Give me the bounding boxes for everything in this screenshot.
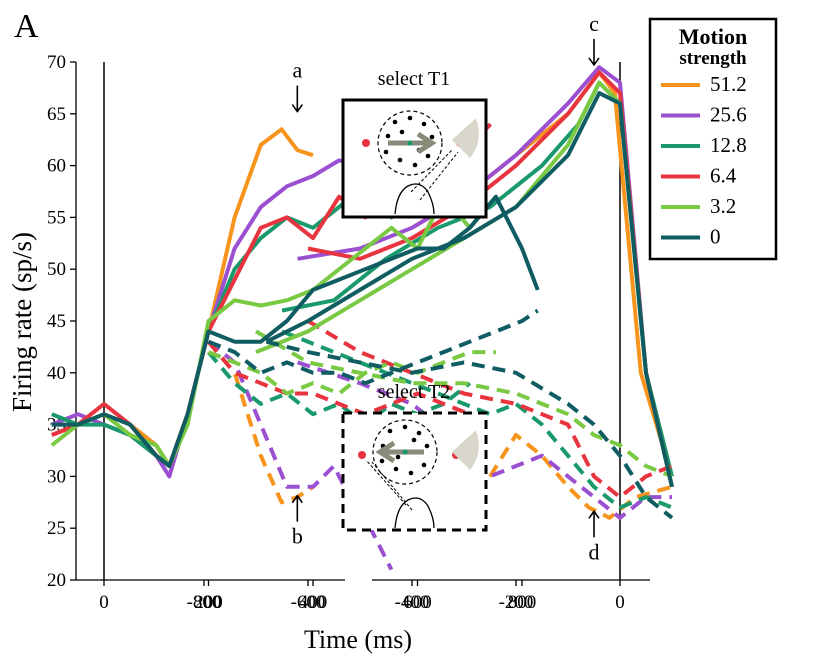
x-tick-label: 600: [403, 592, 432, 613]
series-0-t1-onset-line: [51, 194, 540, 468]
x-tick-label: -600: [291, 592, 326, 613]
legend-entry-label: 51.2: [710, 72, 747, 96]
x-tick-label: 0: [615, 592, 625, 613]
annotation-a-arrowhead: [291, 104, 303, 113]
x-axis-ticks: 0 200 400 600 800 -800 -600 -400 -200 0: [99, 580, 625, 613]
series-3-2-t2-onset-line: [207, 350, 496, 396]
legend-entry-label: 0: [710, 225, 721, 249]
panel-label: A: [14, 8, 39, 45]
fixation-point-icon: [402, 449, 408, 455]
x-tick-label: 400: [299, 592, 328, 613]
aperture-icon: [377, 110, 443, 176]
annotation-a-label: a: [292, 58, 302, 83]
random-dots-icon: [379, 424, 430, 476]
fixation-point-icon: [407, 140, 413, 146]
monkey-head-icon: [394, 497, 435, 529]
inset-select-t1: select T1: [341, 68, 488, 219]
series-12-8-t2-sacc-line: [281, 329, 673, 510]
x-tick-label: 0: [99, 592, 109, 613]
x-tick-label: 800: [508, 592, 537, 613]
legend-entry-label: 3.2: [710, 194, 736, 218]
y-tick-label: 40: [47, 363, 66, 384]
series-25-6-t2-onset-line: [207, 340, 394, 571]
y-tick-label: 20: [47, 570, 66, 591]
legend-subtitle: strength: [679, 48, 747, 69]
gaze-lines-icon: [410, 149, 459, 201]
series-51-2-t2-sacc-line: [488, 433, 673, 520]
legend-title: Motion: [679, 24, 747, 49]
inset-select-t2: select T2: [341, 381, 488, 532]
target-dot-left-icon: [358, 451, 366, 459]
y-tick-label: 65: [47, 104, 66, 125]
x-axis-label: Time (ms): [304, 625, 412, 654]
legend: Motion strength 51.2 25.6 12.8 6.4 3.2 0: [648, 17, 778, 261]
aperture-icon: [372, 419, 438, 485]
annotation-b-arrowhead: [291, 494, 303, 504]
response-field-icon: [452, 430, 479, 470]
legend-box: [648, 17, 778, 261]
series-6-4-t2-sacc-line: [306, 319, 673, 500]
legend-entry-label: 25.6: [710, 103, 747, 127]
annotation-b-label: b: [292, 524, 303, 549]
legend-entries: 51.2 25.6 12.8 6.4 3.2 0: [661, 72, 747, 249]
series-51-2-t2-onset-line: [206, 340, 315, 505]
annotation-d-label: d: [589, 539, 600, 564]
series-0-t2-sacc-line: [265, 339, 674, 520]
response-field-icon: [452, 118, 479, 158]
y-axis-label: Firing rate (sp/s): [7, 232, 37, 412]
series-0-t2-onset-line: [207, 308, 539, 386]
inset-select-t1-label: select T1: [378, 68, 450, 90]
annotation-c-label: c: [589, 11, 599, 36]
y-tick-label: 30: [47, 466, 66, 487]
series-0-t1-sacc-line: [265, 91, 674, 488]
x-tick-label: 200: [194, 592, 223, 613]
x-tick-label: -800: [187, 592, 222, 613]
y-tick-label: 45: [47, 311, 66, 332]
annotation-layer: a b c d: [291, 11, 600, 564]
y-tick-label: 50: [47, 259, 66, 280]
y-tick-label: 25: [47, 518, 66, 539]
gaze-lines-icon: [365, 459, 413, 511]
annotation-c-arrowhead: [588, 57, 600, 67]
y-tick-label: 60: [47, 156, 66, 177]
legend-entry-label: 12.8: [710, 133, 747, 157]
inset-select-t2-label: select T2: [378, 381, 450, 403]
y-tick-label: 70: [47, 52, 66, 73]
series-6-4-t2-onset-line: [206, 340, 492, 427]
series-3-2-t2-sacc-line: [254, 329, 673, 479]
x-tick-label: -200: [499, 592, 534, 613]
target-dot-left-icon: [362, 139, 370, 147]
y-tick-label: 55: [47, 207, 66, 228]
x-tick-label: -400: [395, 592, 430, 613]
annotation-d-arrowhead: [588, 509, 600, 519]
series-layer: [50, 65, 674, 571]
legend-entry-label: 6.4: [710, 164, 737, 188]
